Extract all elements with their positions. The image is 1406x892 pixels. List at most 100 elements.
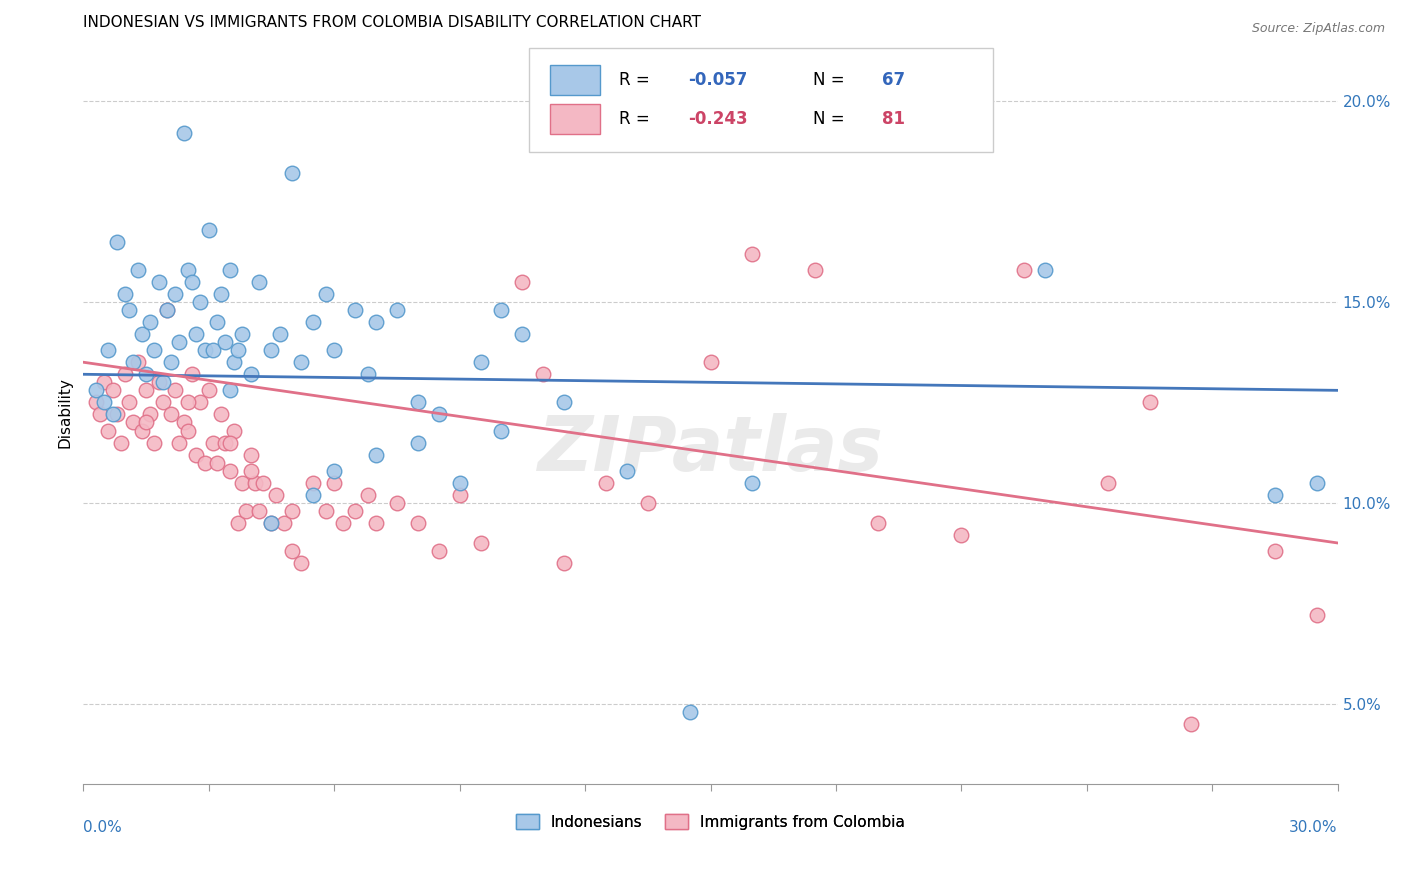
Point <box>804 263 827 277</box>
Legend: Indonesians, Immigrants from Colombia: Indonesians, Immigrants from Colombia <box>509 807 911 836</box>
Point <box>1306 608 1329 623</box>
Point <box>231 327 253 342</box>
Point <box>553 556 575 570</box>
Point <box>165 287 187 301</box>
Point <box>512 275 534 289</box>
Point <box>152 395 174 409</box>
Point <box>143 435 166 450</box>
Point <box>406 516 429 530</box>
Point <box>139 408 162 422</box>
Point <box>260 343 283 358</box>
Text: 30.0%: 30.0% <box>1289 820 1337 835</box>
Point <box>156 303 179 318</box>
Point <box>595 475 617 490</box>
Point <box>1180 716 1202 731</box>
Point <box>553 395 575 409</box>
Point <box>385 496 408 510</box>
Point <box>290 556 312 570</box>
Point <box>209 287 232 301</box>
Point <box>356 488 378 502</box>
Point <box>231 475 253 490</box>
Point <box>741 247 763 261</box>
Point <box>866 516 889 530</box>
Point <box>260 516 283 530</box>
Point <box>1033 263 1056 277</box>
Point <box>135 384 157 398</box>
Point <box>201 343 224 358</box>
Point <box>406 435 429 450</box>
Point <box>148 275 170 289</box>
Point <box>264 488 287 502</box>
Point <box>122 416 145 430</box>
Point <box>118 395 141 409</box>
Point <box>209 408 232 422</box>
Point <box>218 384 240 398</box>
Point <box>302 315 325 329</box>
Point <box>214 435 236 450</box>
Point <box>281 504 304 518</box>
Point <box>491 303 513 318</box>
Point <box>177 395 200 409</box>
Point <box>114 368 136 382</box>
Point <box>84 384 107 398</box>
Point <box>252 475 274 490</box>
Point <box>148 376 170 390</box>
Point <box>173 126 195 140</box>
Point <box>247 275 270 289</box>
Text: INDONESIAN VS IMMIGRANTS FROM COLOMBIA DISABILITY CORRELATION CHART: INDONESIAN VS IMMIGRANTS FROM COLOMBIA D… <box>83 15 702 30</box>
Point <box>169 435 191 450</box>
Text: 0.0%: 0.0% <box>83 820 122 835</box>
Point <box>101 384 124 398</box>
Point <box>122 355 145 369</box>
Point <box>427 544 450 558</box>
Point <box>135 368 157 382</box>
Point <box>135 416 157 430</box>
Point <box>143 343 166 358</box>
Point <box>239 448 262 462</box>
Point <box>105 235 128 249</box>
Point <box>89 408 111 422</box>
Text: ZIPatlas: ZIPatlas <box>537 413 883 487</box>
Point <box>177 263 200 277</box>
Text: 67: 67 <box>883 71 905 89</box>
Point <box>512 327 534 342</box>
Point <box>181 368 204 382</box>
Point <box>193 456 215 470</box>
Point <box>190 395 212 409</box>
Point <box>226 516 249 530</box>
Point <box>152 376 174 390</box>
Point <box>1012 263 1035 277</box>
Point <box>197 384 219 398</box>
Point <box>406 395 429 409</box>
Point <box>131 327 153 342</box>
Point <box>160 355 183 369</box>
Point <box>218 435 240 450</box>
Point <box>637 496 659 510</box>
Text: Source: ZipAtlas.com: Source: ZipAtlas.com <box>1251 22 1385 36</box>
Point <box>470 355 492 369</box>
Point <box>427 408 450 422</box>
Point <box>323 343 346 358</box>
Point <box>1139 395 1161 409</box>
Point <box>205 456 228 470</box>
Point <box>110 435 132 450</box>
Text: R =: R = <box>619 110 655 128</box>
Point <box>105 408 128 422</box>
Point <box>197 222 219 236</box>
Point <box>260 516 283 530</box>
Point <box>273 516 295 530</box>
Point <box>235 504 257 518</box>
Point <box>364 516 387 530</box>
Point <box>84 395 107 409</box>
Point <box>97 343 120 358</box>
Point <box>114 287 136 301</box>
Point <box>616 464 638 478</box>
Point <box>173 416 195 430</box>
Point <box>281 544 304 558</box>
Point <box>281 166 304 180</box>
Point <box>290 355 312 369</box>
Point <box>531 368 554 382</box>
Point <box>356 368 378 382</box>
Point <box>186 327 208 342</box>
Point <box>205 315 228 329</box>
